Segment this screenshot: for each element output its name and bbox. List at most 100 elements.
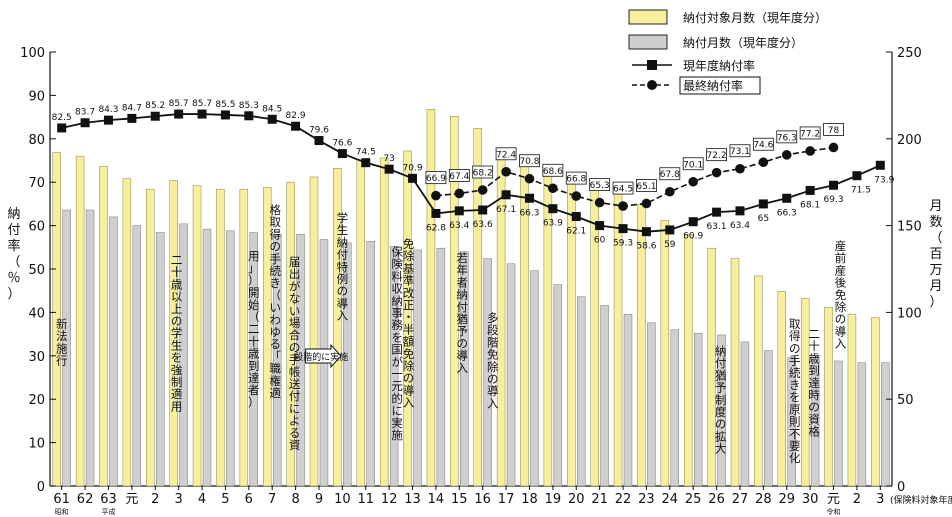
label-current-rate: 82.9	[286, 111, 306, 121]
label-current-rate: 70.9	[403, 163, 423, 173]
point-final-rate	[477, 185, 488, 195]
x-tick-label: 7	[268, 492, 276, 507]
point-current-rate	[244, 111, 254, 121]
bar-target-months	[824, 306, 833, 487]
x-tick-label: 18	[521, 492, 538, 507]
x-tick-label: 12	[381, 492, 398, 507]
point-final-rate	[711, 167, 722, 178]
left-axis-title: 納付率（％）	[7, 207, 20, 302]
x-tick-label: 11	[357, 492, 374, 507]
x-tick-label: 28	[755, 492, 772, 507]
annotation-deferral-expansion: 納付猶予制度の拡大	[715, 344, 727, 456]
label-final-rate: 67.8	[660, 170, 680, 180]
x-tick-label: 27	[732, 492, 749, 507]
bar-target-months	[99, 166, 108, 487]
x-tick-label: 4	[198, 492, 206, 507]
bar-paid-months	[647, 322, 656, 487]
bar-target-months	[450, 115, 459, 487]
x-tick-label: 2	[151, 492, 159, 507]
label-box-final-rate	[565, 171, 587, 185]
bar-target-months	[192, 185, 202, 487]
bar-paid-months	[296, 234, 305, 487]
label-current-rate: 65	[758, 214, 769, 224]
right-tick-label: 150	[897, 220, 922, 235]
point-current-rate	[197, 109, 207, 119]
left-tick-label: 0	[37, 480, 45, 495]
point-current-rate	[571, 211, 581, 221]
label-current-rate: 62.1	[566, 226, 586, 236]
legend-label-paid-months: 納付月数（現年度分）	[683, 35, 803, 50]
label-current-rate: 85.3	[239, 101, 259, 111]
bar-paid-months	[623, 313, 633, 487]
label-current-rate: 67.1	[496, 205, 516, 215]
point-current-rate	[314, 136, 324, 146]
bar-paid-months	[202, 228, 212, 487]
label-final-rate: 72.2	[707, 151, 727, 161]
label-current-rate: 85.2	[145, 101, 165, 111]
label-current-rate: 58.6	[636, 242, 656, 252]
bar-target-months	[379, 157, 389, 487]
point-final-rate	[431, 190, 441, 201]
label-current-rate: 82.5	[52, 113, 72, 123]
bar-paid-months	[460, 251, 469, 487]
x-tick-label: 23	[638, 492, 655, 507]
bar-paid-months	[764, 350, 773, 487]
bar-paid-months	[272, 234, 282, 487]
point-final-rate	[618, 201, 628, 211]
right-tick-label: 100	[897, 306, 922, 321]
point-final-rate	[665, 186, 675, 197]
x-tick-label: 25	[685, 492, 702, 507]
label-final-rate: 70.8	[519, 157, 539, 167]
bar-paid-months	[413, 249, 422, 487]
x-tick-label: 29	[778, 492, 795, 507]
left-tick-label: 20	[28, 393, 45, 408]
label-box-final-rate	[706, 148, 727, 162]
label-box-final-rate	[823, 123, 844, 136]
point-final-rate	[781, 150, 792, 160]
x-tick-label: 22	[615, 492, 632, 507]
annotation-multistage-exemption: 多段階免除の導入	[487, 311, 499, 410]
left-tick-label: 80	[28, 133, 45, 148]
bar-paid-months	[834, 360, 843, 487]
label-box-final-rate	[682, 157, 704, 171]
x-tick-label: 元	[125, 492, 138, 507]
label-current-rate: 63.9	[543, 219, 563, 229]
point-current-rate	[150, 111, 160, 121]
left-tick-label: 90	[28, 89, 45, 104]
label-final-rate: 76.3	[777, 133, 797, 143]
point-final-rate	[758, 157, 769, 168]
left-tick-label: 40	[28, 306, 45, 321]
legend-marker-square	[647, 60, 657, 70]
bar-target-months	[660, 220, 670, 487]
bar-target-months	[403, 150, 412, 487]
x-tick-label: 5	[221, 492, 229, 507]
label-current-rate: 62.8	[426, 223, 446, 233]
label-current-rate: 59	[664, 240, 676, 250]
point-current-rate	[829, 180, 839, 190]
line-layer: 82.583.7 84.3 84.7 85.2 85.7 85.7 85.5 85.3 84.5…	[52, 99, 895, 252]
left-tick-label: 10	[28, 437, 45, 452]
label-current-rate: 60	[594, 236, 606, 246]
label-box-final-rate	[542, 163, 564, 177]
x-tick-label: 元	[827, 492, 840, 507]
bar-target-months	[543, 169, 553, 487]
point-current-rate	[291, 121, 301, 131]
annotation-student-special: 学生納付特例の導入	[337, 211, 349, 323]
bar-target-months	[356, 159, 366, 487]
legend-swatch-target-months	[628, 9, 668, 25]
x-tick-label: 61	[53, 492, 70, 507]
x-tick-label: 62	[77, 492, 94, 507]
right-tick-label: 250	[897, 46, 922, 61]
annotation-maternity-exemption: 産前産後免除の導入	[835, 239, 847, 351]
label-current-rate: 71.5	[851, 186, 871, 196]
bar-paid-months	[85, 209, 95, 487]
bar-paid-months	[670, 329, 680, 487]
bar-paid-months	[436, 247, 446, 487]
label-box-final-rate	[636, 179, 657, 192]
label-current-rate: 79.6	[309, 126, 329, 136]
point-current-rate	[758, 199, 768, 209]
bar-target-months	[216, 188, 225, 487]
right-tick-label: 0	[897, 480, 905, 495]
point-current-rate	[782, 193, 792, 203]
